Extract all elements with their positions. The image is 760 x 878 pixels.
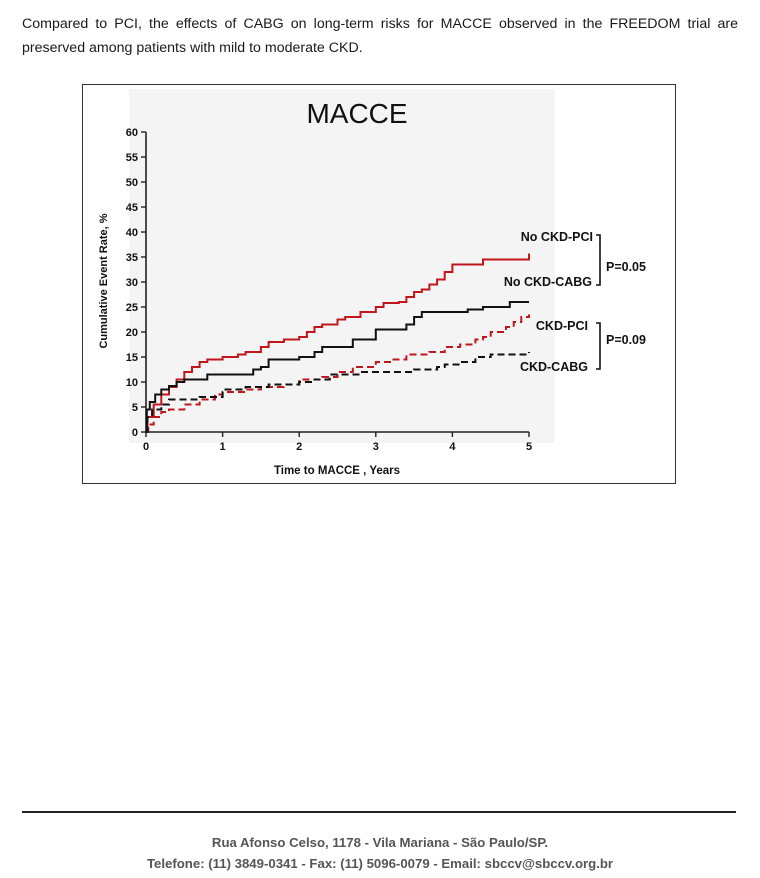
x-tick-label: 3	[373, 441, 379, 453]
label-no-ckd-pci: No CKD-PCI	[521, 230, 593, 244]
y-tick-label: 50	[126, 177, 138, 189]
y-tick-label: 35	[126, 252, 138, 264]
x-tick-label: 4	[449, 441, 456, 453]
y-tick-label: 10	[126, 377, 138, 389]
y-tick-label: 15	[126, 352, 138, 364]
series-line-no-ckd-cabg	[145, 301, 529, 433]
p-value-no-ckd: P=0.05	[606, 260, 646, 274]
chart-frame: MACCE 0 5 10 15 20 25 30 35 40 45 50 55 60 0 1 2 3 4 5 No …	[82, 84, 676, 484]
y-tick-label: 45	[126, 202, 138, 214]
y-tick-label: 25	[126, 302, 138, 314]
x-tick-label: 0	[143, 441, 149, 453]
y-tick-label: 20	[126, 327, 138, 339]
y-tick-label: 60	[126, 127, 138, 139]
x-tick-label: 1	[220, 441, 226, 453]
y-tick-label: 40	[126, 227, 138, 239]
label-ckd-pci: CKD-PCI	[536, 319, 588, 333]
footer-contact: Telefone: (11) 3849-0341 - Fax: (11) 509…	[146, 856, 614, 871]
label-no-ckd-cabg: No CKD-CABG	[504, 275, 592, 289]
plot-background	[129, 89, 555, 443]
x-tick-label: 2	[296, 441, 302, 453]
y-axis-label: Cumulative Event Rate, %	[98, 213, 110, 348]
y-tick-label: 55	[126, 152, 138, 164]
bracket-no-ckd	[596, 234, 601, 286]
chart-title: MACCE	[306, 98, 407, 129]
y-tick-label: 30	[126, 277, 138, 289]
figure-caption: Compared to PCI, the effects of CABG on …	[22, 16, 738, 56]
footer-address: Rua Afonso Celso, 1178 - Vila Mariana - …	[211, 835, 549, 850]
bracket-ckd	[596, 322, 601, 370]
series-line-ckd-cabg	[146, 352, 530, 433]
label-ckd-cabg: CKD-CABG	[520, 360, 588, 374]
p-value-ckd: P=0.09	[606, 333, 646, 347]
y-tick-label: 5	[132, 402, 138, 414]
x-tick-label: 5	[526, 441, 532, 453]
y-tick-label: 0	[132, 427, 138, 439]
series-line-no-ckd-pci	[146, 253, 530, 433]
x-axis-label: Time to MACCE , Years	[274, 465, 400, 477]
footer-divider	[22, 811, 736, 813]
